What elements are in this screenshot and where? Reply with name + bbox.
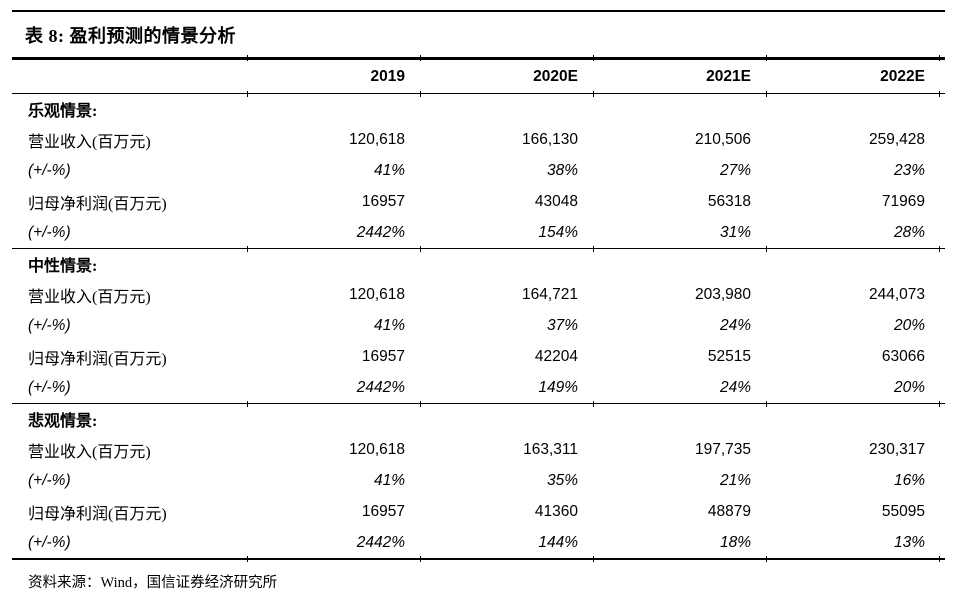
- table-row: 营业收入(百万元) 120,618 163,311 197,735 230,31…: [12, 434, 945, 465]
- cell-value: 2442%: [356, 223, 405, 241]
- cell-value: 166,130: [521, 130, 578, 148]
- row-label: 归母净利润(百万元): [28, 505, 167, 523]
- cell-value: 210,506: [694, 130, 751, 148]
- table-row: (+/-%) 41% 38% 27% 23%: [12, 155, 945, 186]
- row-label: (+/-%): [28, 161, 71, 179]
- scenario-analysis-table: 2019 2020E 2021E 2022E 乐观情景: 营业收入(百万元) 1…: [12, 60, 945, 558]
- cell-value: 2442%: [356, 378, 405, 396]
- column-tick-marks: [12, 91, 945, 97]
- cell-value: 16957: [361, 192, 405, 210]
- table-title: 表 8: 盈利预测的情景分析: [25, 26, 236, 46]
- table-row: (+/-%) 41% 35% 21% 16%: [12, 465, 945, 496]
- cell-value: 31%: [719, 223, 751, 241]
- group-header-row: 悲观情景:: [12, 403, 945, 434]
- row-label: (+/-%): [28, 471, 71, 489]
- cell-value: 13%: [893, 533, 925, 551]
- cell-value: 27%: [719, 161, 751, 179]
- cell-value: 120,618: [348, 440, 405, 458]
- table-row: (+/-%) 2442% 154% 31% 28%: [12, 217, 945, 248]
- cell-value: 259,428: [868, 130, 925, 148]
- row-label: 营业收入(百万元): [28, 443, 151, 461]
- group-header-row: 乐观情景:: [12, 93, 945, 124]
- top-rule: [12, 10, 945, 12]
- table-row: (+/-%) 2442% 144% 18% 13%: [12, 527, 945, 558]
- table-row: (+/-%) 41% 37% 24% 20%: [12, 310, 945, 341]
- cell-value: 42204: [534, 347, 578, 365]
- cell-value: 52515: [707, 347, 751, 365]
- cell-value: 164,721: [521, 285, 578, 303]
- row-label: 归母净利润(百万元): [28, 350, 167, 368]
- cell-value: 55095: [881, 502, 925, 520]
- cell-value: 41%: [373, 161, 405, 179]
- cell-value: 38%: [546, 161, 578, 179]
- cell-value: 154%: [538, 223, 578, 241]
- table-header-row: 2019 2020E 2021E 2022E: [12, 60, 945, 93]
- cell-value: 20%: [893, 378, 925, 396]
- header-empty-cell: [12, 60, 247, 93]
- cell-value: 16957: [361, 502, 405, 520]
- group-name: 中性情景:: [28, 257, 98, 275]
- row-label: (+/-%): [28, 378, 71, 396]
- table-row: (+/-%) 2442% 149% 24% 20%: [12, 372, 945, 403]
- cell-value: 48879: [707, 502, 751, 520]
- cell-value: 24%: [719, 378, 751, 396]
- column-tick-marks: [12, 55, 945, 61]
- table-row: 归母净利润(百万元) 16957 41360 48879 55095: [12, 496, 945, 527]
- row-label: 归母净利润(百万元): [28, 195, 167, 213]
- cell-value: 120,618: [348, 285, 405, 303]
- row-label: 营业收入(百万元): [28, 133, 151, 151]
- table-row: 营业收入(百万元) 120,618 164,721 203,980 244,07…: [12, 279, 945, 310]
- cell-value: 63066: [881, 347, 925, 365]
- cell-value: 41360: [534, 502, 578, 520]
- column-tick-marks: [12, 246, 945, 252]
- table-row: 归母净利润(百万元) 16957 43048 56318 71969: [12, 186, 945, 217]
- cell-value: 71969: [881, 192, 925, 210]
- table-row: 营业收入(百万元) 120,618 166,130 210,506 259,42…: [12, 124, 945, 155]
- cell-value: 21%: [719, 471, 751, 489]
- table-row: 归母净利润(百万元) 16957 42204 52515 63066: [12, 341, 945, 372]
- cell-value: 41%: [373, 316, 405, 334]
- cell-value: 16%: [893, 471, 925, 489]
- cell-value: 43048: [534, 192, 578, 210]
- row-label: 营业收入(百万元): [28, 288, 151, 306]
- group-name: 悲观情景:: [28, 412, 98, 430]
- cell-value: 120,618: [348, 130, 405, 148]
- column-header-2021e: 2021E: [706, 67, 751, 85]
- column-tick-marks: [12, 401, 945, 407]
- cell-value: 24%: [719, 316, 751, 334]
- cell-value: 41%: [373, 471, 405, 489]
- cell-value: 23%: [893, 161, 925, 179]
- cell-value: 163,311: [523, 440, 578, 458]
- row-label: (+/-%): [28, 316, 71, 334]
- cell-value: 16957: [361, 347, 405, 365]
- cell-value: 35%: [546, 471, 578, 489]
- cell-value: 230,317: [868, 440, 925, 458]
- group-name: 乐观情景:: [28, 102, 98, 120]
- row-label: (+/-%): [28, 533, 71, 551]
- column-header-2020e: 2020E: [533, 67, 578, 85]
- group-header-row: 中性情景:: [12, 248, 945, 279]
- cell-value: 149%: [538, 378, 578, 396]
- cell-value: 56318: [707, 192, 751, 210]
- cell-value: 144%: [538, 533, 578, 551]
- cell-value: 18%: [719, 533, 751, 551]
- column-header-2019: 2019: [370, 67, 405, 85]
- cell-value: 197,735: [694, 440, 751, 458]
- column-header-2022e: 2022E: [880, 67, 925, 85]
- cell-value: 20%: [893, 316, 925, 334]
- cell-value: 37%: [546, 316, 578, 334]
- row-label: (+/-%): [28, 223, 71, 241]
- cell-value: 28%: [893, 223, 925, 241]
- column-tick-marks: [12, 556, 945, 562]
- cell-value: 244,073: [868, 285, 925, 303]
- cell-value: 203,980: [694, 285, 751, 303]
- source-note: 资料来源：Wind，国信证券经济研究所: [28, 575, 278, 591]
- cell-value: 2442%: [356, 533, 405, 551]
